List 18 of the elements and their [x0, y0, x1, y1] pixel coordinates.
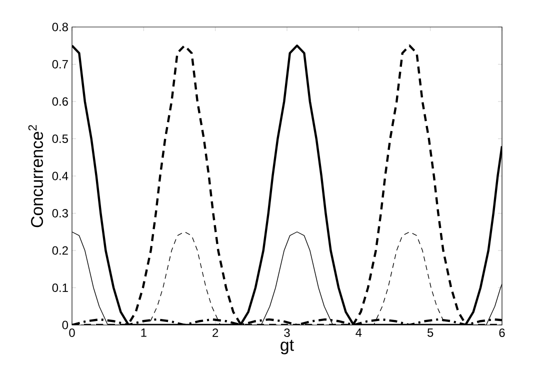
x-tick-label: 4 [356, 328, 362, 337]
x-tick-label: 3 [284, 328, 290, 337]
x-tick-label: 6 [499, 328, 505, 337]
y-tick-label: 0.5 [52, 134, 68, 143]
y-tick-label: 0 [62, 320, 68, 330]
y-tick-label: 0.7 [52, 60, 68, 68]
x-tick-label: 2 [212, 328, 218, 337]
y-tick-label: 0.6 [52, 97, 68, 106]
x-tick-label: 0 [69, 328, 75, 337]
x-tick-label: 5 [427, 328, 434, 337]
y-tick-label: 0.3 [52, 209, 68, 218]
x-tick-label: 1 [141, 328, 146, 337]
y-tick-label: 0.8 [52, 22, 68, 32]
y-axis-title: Concurrence$^{2}$ [28, 125, 44, 228]
y-tick-label: 0.2 [52, 246, 68, 255]
y-tick-label: 0.1 [52, 284, 68, 292]
y-tick-label: 0.4 [52, 172, 68, 180]
x-axis-title: gt [280, 340, 294, 354]
